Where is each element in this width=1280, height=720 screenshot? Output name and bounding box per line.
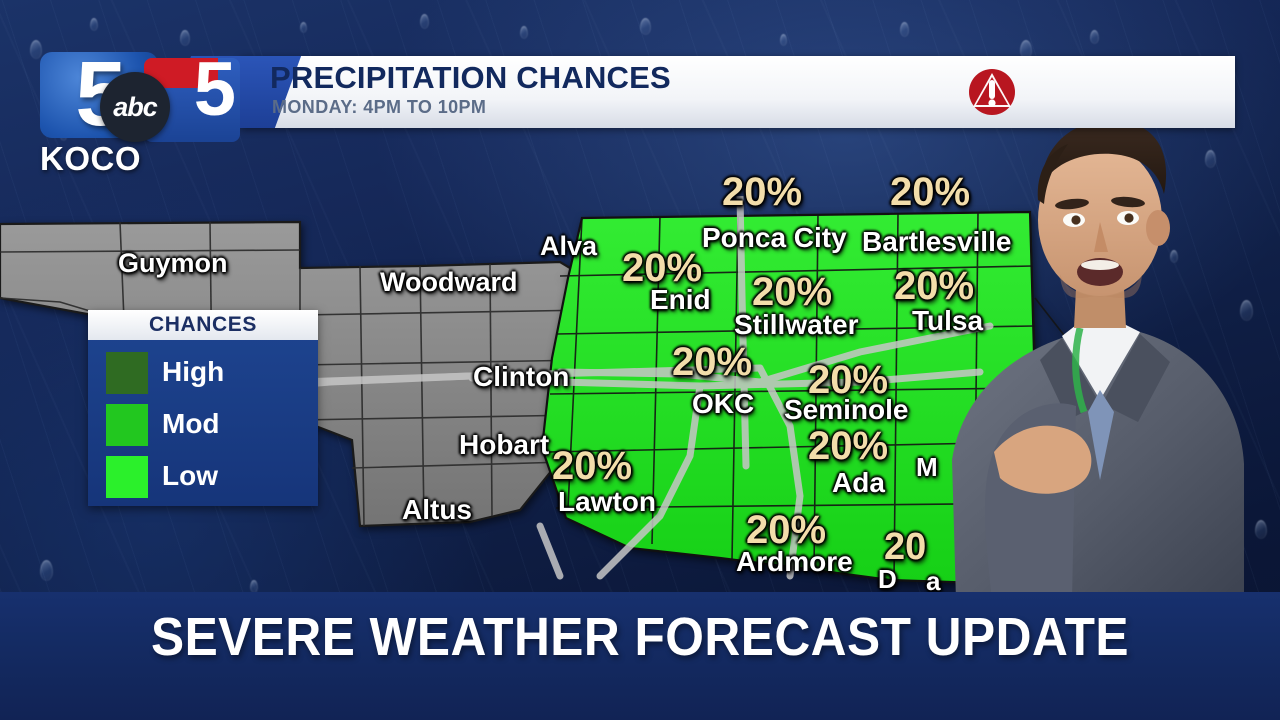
water-droplet: [90, 18, 98, 31]
water-droplet: [1020, 40, 1032, 59]
precip-percent-label: 20%: [808, 424, 889, 468]
precip-percent-label: 20%: [746, 508, 827, 552]
city-label-seminole: Seminole: [784, 394, 909, 425]
meteorologist-figure: [952, 120, 1244, 600]
precip-percent-label: 20%: [890, 170, 971, 214]
station-logo: 5 5 abc KOCO: [40, 46, 245, 177]
water-droplet: [900, 22, 909, 37]
legend-label-high: High: [162, 356, 225, 387]
precip-percent-label: 20%: [552, 444, 633, 488]
logo-channel-number-secondary: 5: [193, 58, 236, 132]
page-title: PRECIPITATION CHANCES: [270, 60, 671, 95]
water-droplet: [40, 560, 53, 581]
page-subtitle: MONDAY: 4PM TO 10PM: [272, 97, 487, 117]
city-label-ponca-city: Ponca City: [702, 222, 847, 253]
water-droplet: [30, 40, 42, 59]
city-label-woodward: Woodward: [380, 267, 518, 297]
water-droplet: [250, 580, 258, 593]
city-label-lawton: Lawton: [558, 486, 656, 517]
city-label-hobart: Hobart: [459, 429, 550, 460]
precip-percent-label: 20%: [752, 270, 833, 314]
abc-network-logo: abc: [100, 72, 170, 142]
city-label-a: a: [926, 566, 941, 596]
water-droplet: [1205, 150, 1216, 168]
city-label-enid: Enid: [650, 284, 711, 315]
city-label-m: M: [916, 452, 938, 482]
water-droplet: [1090, 30, 1099, 44]
chances-legend: CHANCES High Mod Low: [88, 310, 318, 506]
legend-swatch-low: [106, 456, 148, 498]
city-label-ardmore: Ardmore: [736, 546, 853, 577]
city-label-bartlesville: Bartlesville: [862, 226, 1012, 257]
water-droplet: [180, 30, 190, 46]
banner-headline: SEVERE WEATHER FORECAST UPDATE: [150, 607, 1130, 667]
water-droplet: [1255, 520, 1267, 539]
legend-swatch-high: [106, 352, 148, 394]
precip-percent-label: 20%: [672, 340, 753, 384]
legend-swatch-mod: [106, 404, 148, 446]
city-label-stillwater: Stillwater: [734, 309, 859, 340]
city-label-altus: Altus: [402, 494, 472, 525]
water-droplet: [640, 18, 651, 35]
severe-weather-alert-icon: [969, 69, 1015, 115]
precip-percent-label: 20%: [808, 358, 889, 402]
precip-percent-label: 20%: [722, 170, 803, 214]
station-call-sign: KOCO: [40, 140, 141, 177]
legend-label-mod: Mod: [162, 408, 220, 439]
city-label-tulsa: Tulsa: [912, 305, 984, 336]
legend-label-low: Low: [162, 460, 218, 491]
water-droplet: [1170, 250, 1178, 263]
city-label-clinton: Clinton: [473, 361, 570, 392]
precip-percent-label: 20: [884, 526, 927, 568]
water-droplet: [1240, 300, 1253, 321]
city-label-ada: Ada: [832, 467, 885, 498]
graphic-title-bar: PRECIPITATION CHANCES MONDAY: 4PM TO 10P…: [240, 56, 1235, 128]
lower-third-banner: SEVERE WEATHER FORECAST UPDATE: [0, 592, 1280, 720]
water-droplet: [420, 14, 429, 29]
water-droplet: [300, 22, 307, 33]
city-label-guymon: Guymon: [118, 248, 228, 278]
city-label-okc: OKC: [692, 388, 755, 419]
city-label-alva: Alva: [540, 231, 598, 261]
water-droplet: [520, 26, 528, 39]
water-droplet: [780, 34, 787, 46]
legend-title: CHANCES: [88, 310, 318, 340]
city-label-d: D: [878, 564, 897, 594]
precip-percent-label: 20%: [894, 264, 975, 308]
precip-percent-label: 20%: [622, 246, 703, 290]
